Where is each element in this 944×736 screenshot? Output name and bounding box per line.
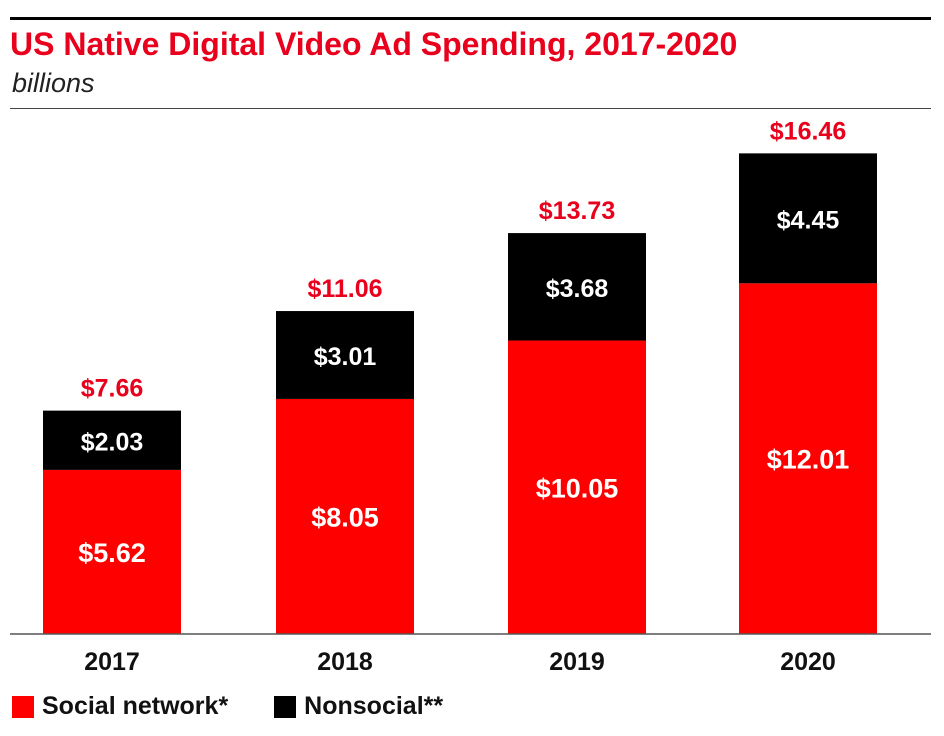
chart-subtitle: billions [12, 68, 95, 98]
x-tick-label-2018: 2018 [317, 648, 373, 676]
data-label-nonsocial-2018: $3.01 [314, 343, 377, 371]
data-label-social-2020: $12.01 [767, 445, 850, 475]
data-label-nonsocial-2019: $3.68 [546, 275, 609, 303]
x-tick-label-2019: 2019 [549, 648, 605, 676]
legend-label-nonsocial: Nonsocial** [304, 692, 444, 720]
legend-swatch-social [12, 695, 34, 718]
bar-social-2018 [276, 398, 414, 634]
bar-social-2020 [739, 283, 877, 634]
bar-nonsocial-2018 [276, 311, 414, 399]
total-label-2020: $16.46 [770, 117, 846, 145]
legend-label-social: Social network* [42, 692, 229, 720]
x-tick-label-2020: 2020 [780, 648, 836, 676]
legend-item-social: Social network* [12, 692, 228, 721]
bar-nonsocial-2017 [43, 410, 181, 470]
bar-social-2017 [43, 469, 181, 634]
bar-nonsocial-2020 [739, 153, 877, 284]
x-tick-label-2017: 2017 [84, 648, 140, 676]
total-label-2019: $13.73 [539, 197, 615, 225]
data-label-social-2019: $10.05 [536, 473, 619, 503]
data-label-social-2017: $5.62 [78, 538, 146, 568]
data-label-nonsocial-2020: $4.45 [777, 206, 840, 234]
legend: Social network* Nonsocial** [12, 692, 489, 721]
top-rule [10, 17, 931, 20]
total-label-2018: $11.06 [307, 275, 382, 303]
legend-item-nonsocial: Nonsocial** [274, 692, 443, 721]
data-label-social-2018: $8.05 [311, 502, 379, 532]
chart-title: US Native Digital Video Ad Spending, 201… [10, 26, 738, 62]
stacked-bar-chart: $5.62 $2.03 $7.66 2017 $8.05 $3.01 $11.06 2018 $… [10, 117, 931, 676]
legend-swatch-nonsocial [274, 695, 297, 718]
total-label-2017: $7.66 [81, 375, 144, 403]
bar-nonsocial-2019 [508, 233, 646, 341]
bar-social-2019 [508, 340, 646, 634]
header-divider [10, 108, 931, 109]
data-label-nonsocial-2017: $2.03 [81, 428, 144, 456]
